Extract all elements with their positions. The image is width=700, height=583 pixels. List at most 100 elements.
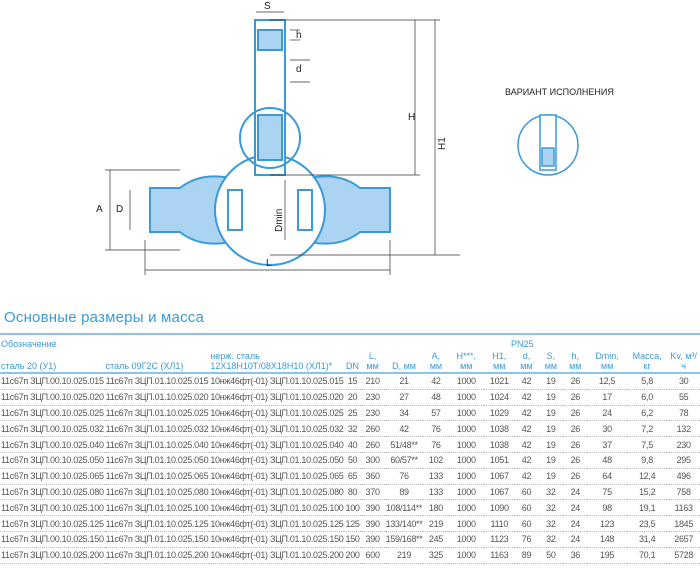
table-cell: 42 bbox=[423, 373, 449, 390]
column-header: Масса, кг bbox=[632, 351, 662, 371]
table-cell: 1000 bbox=[448, 436, 485, 453]
table-row: 11с67п ЗЦП.00.10.025.050 11с67п ЗЦП.01.10… bbox=[0, 452, 700, 469]
table-cell: 10нж46фт(-01) ЗЦП.01.10.025.040 bbox=[209, 436, 345, 453]
label-L: L bbox=[266, 258, 272, 269]
column-header: S, мм bbox=[544, 351, 558, 371]
table-cell: 11с67п ЗЦП.00.10.025.065 bbox=[0, 468, 105, 485]
table-cell: 60/57** bbox=[384, 452, 424, 469]
column-header: D, мм bbox=[392, 361, 416, 371]
table-cell: 11с67п ЗЦП.01.10.025.025 bbox=[104, 405, 210, 422]
label-Dmin: Dmin bbox=[274, 209, 285, 232]
column-header: Kv, м³/ч bbox=[670, 351, 697, 371]
table-cell: 32 bbox=[538, 484, 564, 501]
table-row: 11с67п ЗЦП.00.10.025.080 11с67п ЗЦП.01.10… bbox=[0, 484, 700, 501]
table-cell: 1000 bbox=[448, 515, 485, 532]
table-cell: 76 bbox=[384, 468, 424, 485]
table-cell: 1000 bbox=[448, 484, 485, 501]
table-cell: 65 bbox=[344, 468, 361, 485]
table-cell: 24 bbox=[587, 405, 627, 422]
table-cell: 10нж46фт(-01) ЗЦП.01.10.025.032 bbox=[209, 420, 345, 438]
table-cell: 11с67п ЗЦП.01.10.025.020 bbox=[104, 389, 210, 406]
table-cell: 24 bbox=[563, 499, 588, 517]
table-cell: 42 bbox=[514, 373, 539, 390]
table-cell: 23,5 bbox=[626, 515, 668, 532]
table-cell: 32 bbox=[344, 420, 361, 438]
table-cell: 132 bbox=[667, 420, 700, 438]
table-cell: 42 bbox=[514, 389, 539, 406]
table-cell: 1051 bbox=[484, 452, 515, 469]
table-cell: 26 bbox=[563, 436, 588, 453]
column-header: H1, мм bbox=[492, 351, 507, 371]
table-cell: 9,8 bbox=[626, 452, 668, 469]
table-cell: 159/168** bbox=[384, 531, 424, 548]
table-cell: 1024 bbox=[484, 389, 515, 406]
table-cell: 42 bbox=[514, 452, 539, 469]
table-cell: 25 bbox=[344, 405, 361, 422]
table-cell: 496 bbox=[667, 468, 700, 485]
table-cell: 180 bbox=[423, 499, 449, 517]
table-cell: 11с67п ЗЦП.00.10.025.050 bbox=[0, 452, 105, 469]
table-row: 11с67п ЗЦП.00.10.025.150 11с67п ЗЦП.01.10… bbox=[0, 531, 700, 548]
table-cell: 40 bbox=[344, 436, 361, 453]
dimension-lines bbox=[105, 11, 460, 275]
table-cell: 133 bbox=[423, 484, 449, 501]
table-cell: 76 bbox=[423, 420, 449, 438]
table-cell: 300 bbox=[360, 452, 385, 469]
table-row: 11с67п ЗЦП.00.10.025.200 11с67п ЗЦП.01.10… bbox=[0, 547, 700, 564]
table-cell: 150 bbox=[344, 531, 361, 548]
table-cell: 26 bbox=[563, 468, 588, 485]
column-header: сталь 09Г2С (ХЛ1) bbox=[105, 361, 184, 371]
table-cell: 210 bbox=[360, 373, 385, 390]
table-cell: 78 bbox=[667, 405, 700, 422]
table-cell: 325 bbox=[423, 547, 449, 564]
table-cell: 76 bbox=[423, 436, 449, 453]
table-row: 11с67п ЗЦП.00.10.025.040 11с67п ЗЦП.01.10… bbox=[0, 436, 700, 453]
table-cell: 32 bbox=[538, 515, 564, 532]
variant-detail bbox=[517, 114, 579, 176]
table-cell: 758 bbox=[667, 484, 700, 501]
table-cell: 12,5 bbox=[587, 373, 627, 390]
table-cell: 10нж46фт(-01) ЗЦП.01.10.025.150 bbox=[209, 531, 345, 548]
table-cell: 19 bbox=[538, 436, 564, 453]
table-cell: 2657 bbox=[667, 531, 700, 548]
table-cell: 11с67п ЗЦП.01.10.025.200 bbox=[104, 547, 210, 564]
column-header: DN bbox=[346, 361, 360, 371]
column-header: L, мм bbox=[366, 351, 379, 371]
label-d: d bbox=[296, 64, 302, 75]
table-cell: 11с67п ЗЦП.00.10.025.080 bbox=[0, 484, 105, 501]
table-cell: 57 bbox=[423, 405, 449, 422]
table-cell: 26 bbox=[563, 452, 588, 469]
table-cell: 7,2 bbox=[626, 420, 668, 438]
table-row: 11с67п ЗЦП.00.10.025.125 11с67п ЗЦП.01.10… bbox=[0, 515, 700, 532]
table-cell: 24 bbox=[563, 515, 588, 532]
table-cell: 60 bbox=[514, 499, 539, 517]
table-cell: 19,1 bbox=[626, 499, 668, 517]
table-cell: 600 bbox=[360, 547, 385, 564]
table-cell: 21 bbox=[384, 373, 424, 390]
table-cell: 11с67п ЗЦП.00.10.025.125 bbox=[0, 515, 105, 532]
table-cell: 60 bbox=[514, 484, 539, 501]
table-cell: 108/114** bbox=[384, 499, 424, 517]
table-cell: 1110 bbox=[484, 515, 515, 532]
column-header: сталь 20 (У1) bbox=[1, 361, 57, 371]
table-cell: 133 bbox=[423, 468, 449, 485]
table-cell: 36 bbox=[563, 547, 588, 564]
table-cell: 1000 bbox=[448, 452, 485, 469]
column-header: Dmin, мм bbox=[595, 351, 619, 371]
table-cell: 10нж46фт(-01) ЗЦП.01.10.025.100 bbox=[209, 499, 345, 517]
table-cell: 260 bbox=[360, 420, 385, 438]
table-cell: 26 bbox=[563, 420, 588, 438]
table-cell: 10нж46фт(-01) ЗЦП.01.10.025.025 bbox=[209, 405, 345, 422]
table-cell: 219 bbox=[384, 547, 424, 564]
table-cell: 1067 bbox=[484, 468, 515, 485]
table-cell: 1038 bbox=[484, 420, 515, 438]
table-cell: 50 bbox=[344, 452, 361, 469]
table-cell: 19 bbox=[538, 405, 564, 422]
table-cell: 15 bbox=[344, 373, 361, 390]
table-cell: 31,4 bbox=[626, 531, 668, 548]
table-cell: 11с67п ЗЦП.01.10.025.080 bbox=[104, 484, 210, 501]
header-row: сталь 20 (У1) сталь 09Г2С (ХЛ1) нерж. стал… bbox=[0, 350, 700, 373]
table-cell: 1000 bbox=[448, 531, 485, 548]
table-cell: 19 bbox=[538, 452, 564, 469]
table-cell: 42 bbox=[384, 420, 424, 438]
